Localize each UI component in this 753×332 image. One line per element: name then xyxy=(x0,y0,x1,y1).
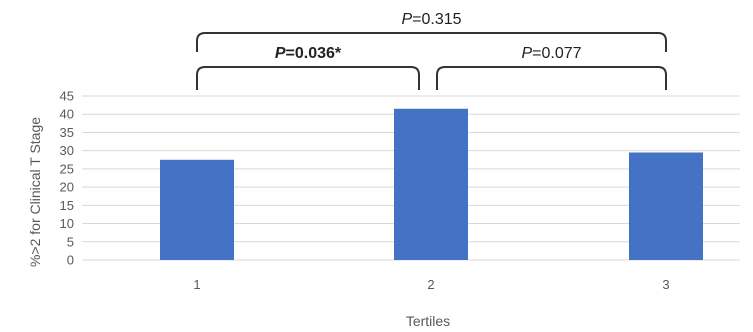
p-value-number: =0.315 xyxy=(412,11,461,28)
bar-3 xyxy=(629,152,703,260)
p-value-letter: P xyxy=(401,11,412,28)
p-value-letter: P xyxy=(521,45,532,62)
x-axis-ticks: 1 2 3 xyxy=(193,277,669,292)
y-tick-label: 15 xyxy=(60,198,74,213)
bars xyxy=(160,108,703,260)
y-tick-label: 30 xyxy=(60,143,74,158)
bar-1 xyxy=(160,159,234,260)
bar-2 xyxy=(394,108,468,260)
p-value-letter: P xyxy=(275,45,286,62)
y-tick-label: 35 xyxy=(60,125,74,140)
y-axis-title: %>2 for Clinical T Stage xyxy=(27,117,43,267)
y-tick-label: 20 xyxy=(60,180,74,195)
p-value-number: =0.077 xyxy=(532,45,581,62)
y-tick-label: 40 xyxy=(60,107,74,122)
x-tick-label: 1 xyxy=(193,277,200,292)
y-tick-label: 0 xyxy=(67,253,74,268)
y-tick-label: 25 xyxy=(60,161,74,176)
y-tick-label: 10 xyxy=(60,216,74,231)
significance-bracket xyxy=(436,66,667,90)
p-value-number: =0.036* xyxy=(286,45,342,62)
p-value-label: P=0.315 xyxy=(401,11,461,28)
p-value-label: P=0.036* xyxy=(275,45,342,62)
x-tick-label: 2 xyxy=(427,277,434,292)
y-tick-label: 5 xyxy=(67,234,74,249)
significance-bracket xyxy=(196,66,420,90)
significance-bracket xyxy=(196,32,667,52)
y-tick-label: 45 xyxy=(60,89,74,104)
p-value-label: P=0.077 xyxy=(521,45,581,62)
x-axis-title: Tertiles xyxy=(406,313,450,329)
y-axis-ticks: 0 5 10 15 20 25 30 35 40 45 xyxy=(60,89,74,268)
x-tick-label: 3 xyxy=(662,277,669,292)
